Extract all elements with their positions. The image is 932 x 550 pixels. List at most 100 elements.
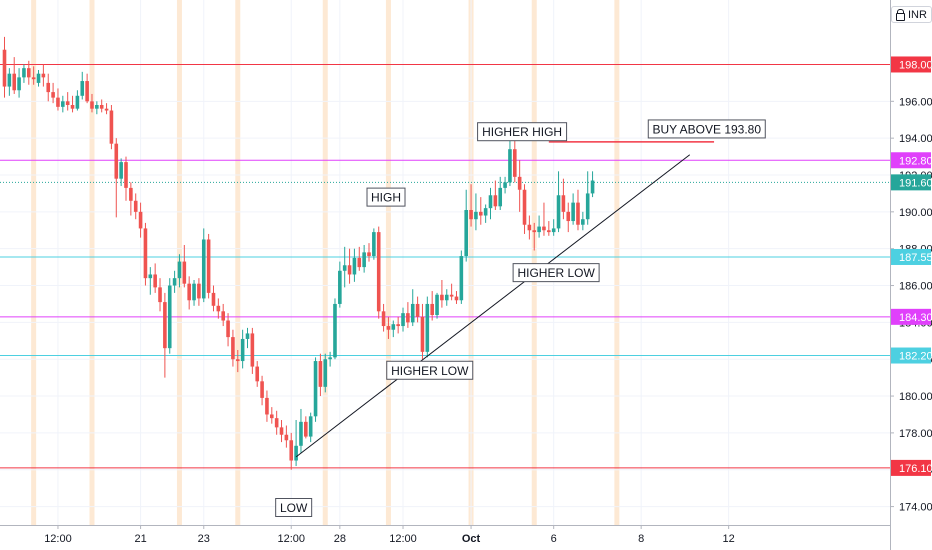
candle[interactable] xyxy=(299,408,303,454)
candle[interactable] xyxy=(576,189,580,231)
candle[interactable] xyxy=(172,270,177,293)
candle[interactable] xyxy=(231,329,235,367)
candle[interactable] xyxy=(493,180,498,210)
candle[interactable] xyxy=(440,280,444,308)
candle[interactable] xyxy=(522,184,527,234)
candle[interactable] xyxy=(129,182,133,216)
candle[interactable] xyxy=(561,178,566,220)
candle[interactable] xyxy=(284,425,289,448)
candle[interactable] xyxy=(124,156,128,201)
candle[interactable] xyxy=(167,278,172,354)
candle[interactable] xyxy=(80,71,85,100)
candle[interactable] xyxy=(260,375,264,406)
candle[interactable] xyxy=(270,407,274,424)
candle[interactable] xyxy=(551,219,556,236)
candle[interactable] xyxy=(187,276,191,310)
candle[interactable] xyxy=(362,245,366,273)
candle[interactable] xyxy=(367,243,371,262)
candle[interactable] xyxy=(308,412,313,443)
candle[interactable] xyxy=(372,228,376,260)
candle[interactable] xyxy=(556,171,561,233)
candle[interactable] xyxy=(119,158,123,187)
annotation-callout[interactable]: HIGH xyxy=(366,187,406,207)
candle[interactable] xyxy=(338,261,342,308)
candle[interactable] xyxy=(31,66,36,85)
price-tag[interactable]: 176.10 xyxy=(891,459,932,476)
candle[interactable] xyxy=(401,307,405,332)
candle[interactable] xyxy=(464,189,468,262)
candle[interactable] xyxy=(27,60,31,85)
candle[interactable] xyxy=(265,390,269,422)
candle[interactable] xyxy=(36,70,41,87)
candle[interactable] xyxy=(357,246,362,271)
candle[interactable] xyxy=(459,250,464,304)
candle[interactable] xyxy=(566,202,571,233)
candle[interactable] xyxy=(41,64,46,87)
candle[interactable] xyxy=(498,176,503,210)
candle[interactable] xyxy=(61,95,65,113)
candle[interactable] xyxy=(454,291,459,304)
candle[interactable] xyxy=(289,432,294,470)
candle[interactable] xyxy=(274,410,279,435)
candle[interactable] xyxy=(279,420,284,443)
candle[interactable] xyxy=(347,248,352,284)
candle[interactable] xyxy=(313,357,318,422)
candle[interactable] xyxy=(12,57,17,94)
currency-selector[interactable]: INR xyxy=(891,6,932,23)
candle[interactable] xyxy=(571,193,575,225)
candle[interactable] xyxy=(318,353,323,397)
annotation-callout[interactable]: HIGHER HIGH xyxy=(477,122,568,142)
candle[interactable] xyxy=(396,316,400,334)
annotation-callout[interactable]: HIGHER LOW xyxy=(512,263,600,283)
candle[interactable] xyxy=(104,103,109,115)
candle[interactable] xyxy=(425,296,430,358)
candle[interactable] xyxy=(197,278,201,306)
candle[interactable] xyxy=(90,93,94,113)
candle[interactable] xyxy=(415,296,420,323)
candle[interactable] xyxy=(138,202,143,238)
candle[interactable] xyxy=(133,193,138,220)
candle[interactable] xyxy=(483,204,488,223)
candle[interactable] xyxy=(51,82,55,104)
candle[interactable] xyxy=(376,226,381,319)
candle[interactable] xyxy=(65,92,70,111)
candle[interactable] xyxy=(352,248,357,282)
candle[interactable] xyxy=(420,303,425,360)
candle[interactable] xyxy=(391,320,396,338)
candle[interactable] xyxy=(323,353,328,393)
candle[interactable] xyxy=(381,303,386,332)
candle[interactable] xyxy=(75,90,80,111)
candle[interactable] xyxy=(192,280,196,306)
candle[interactable] xyxy=(153,263,157,293)
candle[interactable] xyxy=(99,99,104,113)
annotation-callout[interactable]: BUY ABOVE 193.80 xyxy=(647,119,766,139)
price-tag[interactable]: 198.00 xyxy=(891,56,932,73)
candle[interactable] xyxy=(474,193,478,231)
price-tag[interactable]: 182.20 xyxy=(891,347,932,364)
candle[interactable] xyxy=(449,283,454,301)
candle[interactable] xyxy=(517,160,522,212)
candle[interactable] xyxy=(304,416,308,439)
candle[interactable] xyxy=(7,68,12,96)
candle[interactable] xyxy=(109,105,114,150)
candle[interactable] xyxy=(235,350,240,373)
candle[interactable] xyxy=(70,95,75,113)
candle[interactable] xyxy=(503,176,507,194)
candle[interactable] xyxy=(581,211,585,231)
candle[interactable] xyxy=(114,138,119,218)
candle[interactable] xyxy=(430,291,434,321)
candle[interactable] xyxy=(216,298,221,319)
candle[interactable] xyxy=(513,138,517,183)
candle[interactable] xyxy=(250,327,255,374)
price-tag[interactable]: 191.60 xyxy=(891,174,932,191)
candle[interactable] xyxy=(333,298,337,360)
candle[interactable] xyxy=(226,313,230,347)
candle[interactable] xyxy=(255,361,260,387)
candle[interactable] xyxy=(469,184,473,227)
candle[interactable] xyxy=(488,187,493,220)
candle[interactable] xyxy=(508,140,512,187)
price-tag[interactable]: 187.55 xyxy=(891,248,932,265)
candle[interactable] xyxy=(547,221,551,236)
candle[interactable] xyxy=(206,233,211,299)
candle[interactable] xyxy=(532,222,537,251)
